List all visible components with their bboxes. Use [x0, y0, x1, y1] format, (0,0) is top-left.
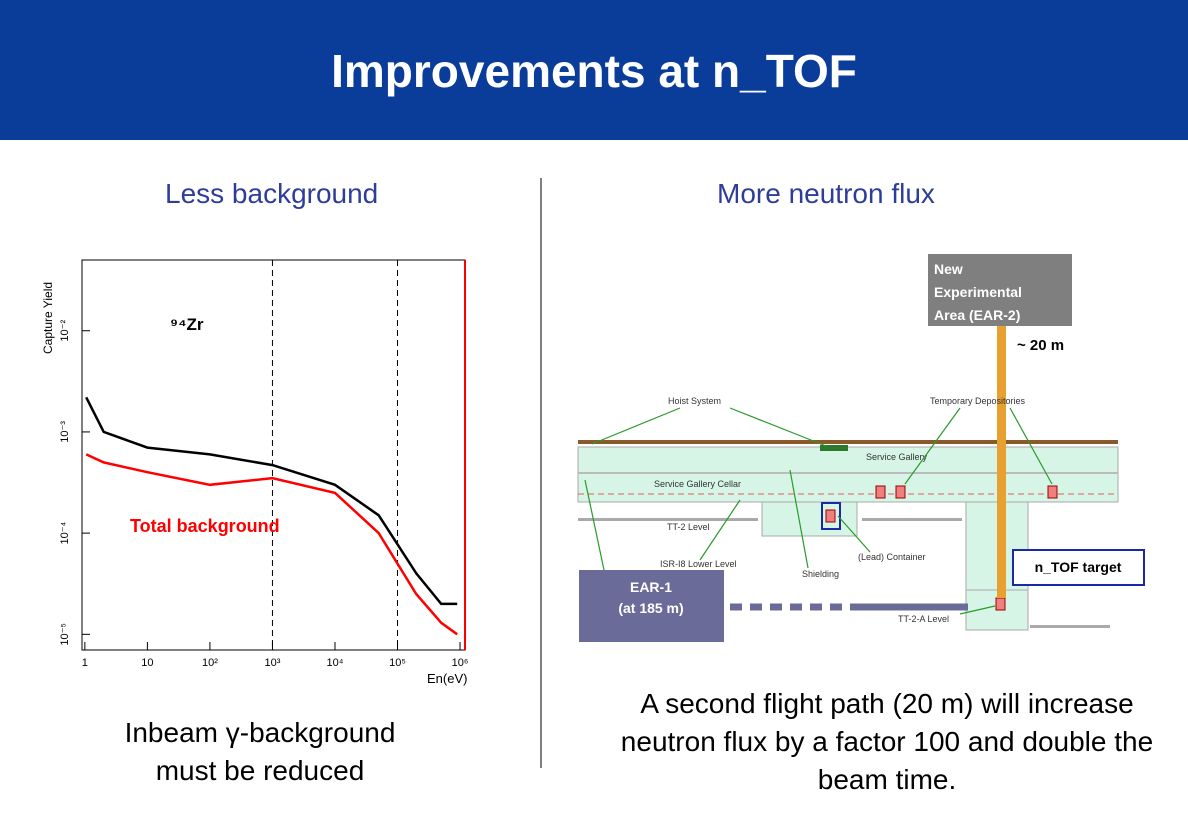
annotation: Total background: [130, 516, 280, 536]
ear1-box: [579, 570, 724, 642]
depository: [895, 485, 906, 499]
tt2: [862, 518, 962, 521]
diagram: New Experimental Area (EAR-2) ~ 20 m EAR…: [577, 254, 1145, 642]
diagram-label: ISR-I8 Lower Level: [660, 559, 737, 569]
left-caption: Inbeam γ-background must be reduced: [124, 717, 396, 786]
ear2-label: New: [934, 261, 963, 277]
right-caption: A second flight path (20 m) will increas…: [620, 688, 1154, 795]
tt2a: [1030, 625, 1110, 628]
cellar: [761, 501, 858, 537]
x-tick-label: 10⁵: [389, 657, 406, 669]
leaders: [584, 407, 1053, 615]
right-heading: More neutron flux: [717, 178, 935, 209]
x-tick-label: 10²: [202, 657, 218, 669]
container: [825, 509, 836, 523]
ear2-label: Experimental: [934, 284, 1022, 300]
x-tick-label: 10⁴: [327, 657, 344, 669]
floor: [578, 472, 1118, 474]
diagram-label: TT-2 Level: [667, 522, 710, 532]
flight-path-2: [997, 326, 1006, 598]
depository: [1047, 485, 1058, 499]
x-tick-label: 10: [141, 657, 153, 669]
diagram-label: Shielding: [802, 569, 839, 579]
surface: [578, 440, 1118, 444]
y-tick-label: 10⁻⁴: [59, 521, 71, 544]
diagram-label: Hoist System: [668, 396, 721, 406]
diagram-label: Temporary Depositories: [930, 396, 1026, 406]
gallery: [577, 446, 1119, 503]
ear1-label: (at 185 m): [618, 600, 683, 616]
x-axis-label: En(eV): [427, 671, 467, 686]
y-tick-label: 10⁻³: [59, 421, 71, 443]
ear2-label: Area (EAR-2): [934, 307, 1020, 323]
depository: [875, 485, 886, 499]
y-tick-label: 10⁻⁵: [59, 623, 71, 646]
hoist: [820, 445, 848, 451]
container: [821, 502, 841, 530]
diagram-label: TT-2-A Level: [898, 614, 949, 624]
ear1-label: EAR-1: [630, 579, 672, 595]
tt2: [578, 518, 758, 521]
title: Improvements at n_TOF: [331, 45, 857, 97]
distance: ~ 20 m: [1017, 337, 1064, 354]
target-box: [1012, 549, 1145, 586]
left-heading: Less background: [165, 178, 379, 209]
plot-frame: [81, 259, 466, 651]
target-label: n_TOF target: [1035, 559, 1122, 575]
y-axis-label: Capture Yield: [41, 282, 55, 354]
y-tick-label: 10⁻²: [59, 320, 71, 342]
x-tick-label: 10⁶: [452, 657, 469, 669]
x-tick-label: 1: [82, 657, 88, 669]
diagram-label: Service Gallery Cellar: [654, 479, 741, 489]
series-line: [85, 453, 458, 636]
ear2-box: [928, 254, 1072, 326]
x-tick-label: 10³: [265, 657, 281, 669]
target-icon: [995, 597, 1006, 611]
diagram-label: (Lead) Container: [858, 552, 926, 562]
series-line: [85, 396, 458, 606]
diagram-label: Service Gallery: [866, 452, 928, 462]
header-bar: [0, 0, 1188, 140]
annotation: ⁹⁴Zr: [170, 315, 204, 334]
